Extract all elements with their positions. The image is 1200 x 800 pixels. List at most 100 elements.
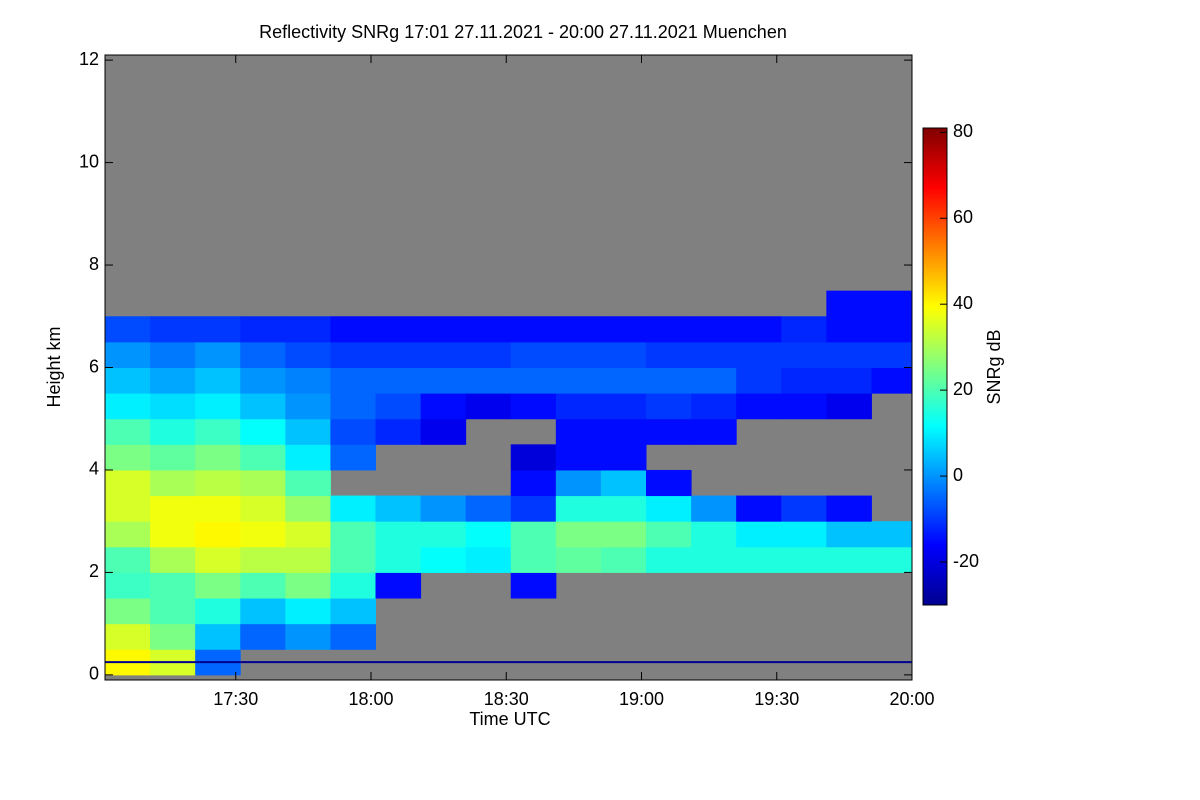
heatmap-cell xyxy=(781,495,827,522)
heatmap-cell xyxy=(150,341,196,368)
heatmap-cell xyxy=(150,444,196,471)
heatmap-cell xyxy=(330,367,377,394)
heatmap-cell xyxy=(691,367,737,394)
colorbar-tick-label: 0 xyxy=(953,465,963,485)
heatmap-cell xyxy=(781,546,827,573)
heatmap-cell xyxy=(510,393,557,420)
heatmap-cell xyxy=(465,521,512,548)
heatmap-cell xyxy=(555,393,602,420)
heatmap-cell xyxy=(736,367,782,394)
heatmap-cell xyxy=(510,341,557,368)
y-tick-label: 0 xyxy=(89,664,99,684)
heatmap-cell xyxy=(600,521,647,548)
heatmap-cell xyxy=(375,495,422,522)
heatmap-cell xyxy=(105,316,151,343)
heatmap-cell xyxy=(330,598,377,625)
heatmap-cell xyxy=(691,546,737,573)
heatmap-cell xyxy=(240,623,286,650)
heatmap-cell xyxy=(240,495,286,522)
heatmap-cell xyxy=(465,546,512,573)
heatmap-cell xyxy=(240,393,286,420)
heatmap-cell xyxy=(195,521,241,548)
heatmap-cell xyxy=(600,316,647,343)
heatmap-cell xyxy=(330,393,377,420)
heatmap-cell xyxy=(420,495,467,522)
heatmap-cell xyxy=(600,418,647,445)
heatmap-cell xyxy=(330,341,377,368)
heatmap-cell xyxy=(465,367,512,394)
heatmap-cell xyxy=(736,393,782,420)
heatmap-cell xyxy=(105,623,151,650)
heatmap-cell xyxy=(285,418,331,445)
heatmap-cell xyxy=(555,418,602,445)
heatmap-cell xyxy=(510,316,557,343)
heatmap-cell xyxy=(691,341,737,368)
heatmap-cell xyxy=(105,495,151,522)
heatmap-cell xyxy=(420,393,467,420)
heatmap-cell xyxy=(240,444,286,471)
heatmap-cell xyxy=(285,598,331,625)
heatmap-cell xyxy=(600,546,647,573)
heatmap-cell xyxy=(375,521,422,548)
heatmap-cell xyxy=(871,367,912,394)
colorbar xyxy=(922,127,948,606)
heatmap-cell xyxy=(150,598,196,625)
heatmap-cell xyxy=(555,495,602,522)
chart-title: Reflectivity SNRg 17:01 27.11.2021 - 20:… xyxy=(259,22,787,42)
heatmap-cell xyxy=(285,393,331,420)
heatmap-cell xyxy=(465,316,512,343)
heatmap-cell xyxy=(691,418,737,445)
y-tick-label: 6 xyxy=(89,356,99,376)
heatmap-cell xyxy=(285,469,331,497)
heatmap-cell xyxy=(555,521,602,548)
heatmap-cell xyxy=(285,495,331,522)
heatmap-cell xyxy=(510,444,557,471)
heatmap-cell xyxy=(555,316,602,343)
heatmap-cell xyxy=(330,546,377,573)
heatmap-cell xyxy=(330,521,377,548)
heatmap-cell xyxy=(510,546,557,573)
heatmap-cell xyxy=(375,367,422,394)
heatmap-cell xyxy=(736,521,782,548)
heatmap-cell xyxy=(375,572,422,599)
axes: 17:30 18:00 18:30 19:00 19:30 20:00 0 2 4 6 8 10 12 -… xyxy=(79,49,979,709)
colorbar-tick-label: 60 xyxy=(953,207,973,227)
heatmap-cell xyxy=(736,546,782,573)
heatmap-cell xyxy=(375,316,422,343)
heatmap-cell xyxy=(600,367,647,394)
heatmap-cell xyxy=(646,367,692,394)
heatmap-cell xyxy=(600,393,647,420)
heatmap-cell xyxy=(240,469,286,497)
colorbar-tick-label: -20 xyxy=(953,551,979,571)
heatmap-cell xyxy=(555,444,602,471)
heatmap-cell xyxy=(195,444,241,471)
colorbar-tick-label: 20 xyxy=(953,379,973,399)
heatmap-cell xyxy=(826,393,872,420)
heatmap-cell xyxy=(330,444,377,471)
heatmap-cell xyxy=(781,393,827,420)
heatmap-cell xyxy=(150,316,196,343)
heatmap-cell xyxy=(871,290,912,317)
heatmap-cell xyxy=(465,495,512,522)
x-tick-label: 18:30 xyxy=(484,689,529,709)
heatmap-cell xyxy=(871,521,912,548)
heatmap-cell xyxy=(330,572,377,599)
heatmap-cell xyxy=(105,367,151,394)
heatmap-cell xyxy=(555,469,602,497)
heatmap-cell xyxy=(195,367,241,394)
heatmap-cell xyxy=(285,521,331,548)
heatmap-cell xyxy=(195,546,241,573)
heatmap-cell xyxy=(195,418,241,445)
heatmap-cell xyxy=(465,341,512,368)
heatmap-cell xyxy=(240,521,286,548)
heatmap-cell xyxy=(826,367,872,394)
heatmap-cell xyxy=(150,418,196,445)
heatmap-cell xyxy=(330,623,377,650)
x-axis-label: Time UTC xyxy=(469,709,550,729)
heatmap-cell xyxy=(195,598,241,625)
heatmap-cell xyxy=(510,367,557,394)
heatmap-cell xyxy=(781,341,827,368)
heatmap-cell xyxy=(150,367,196,394)
heatmap-cell xyxy=(871,546,912,573)
